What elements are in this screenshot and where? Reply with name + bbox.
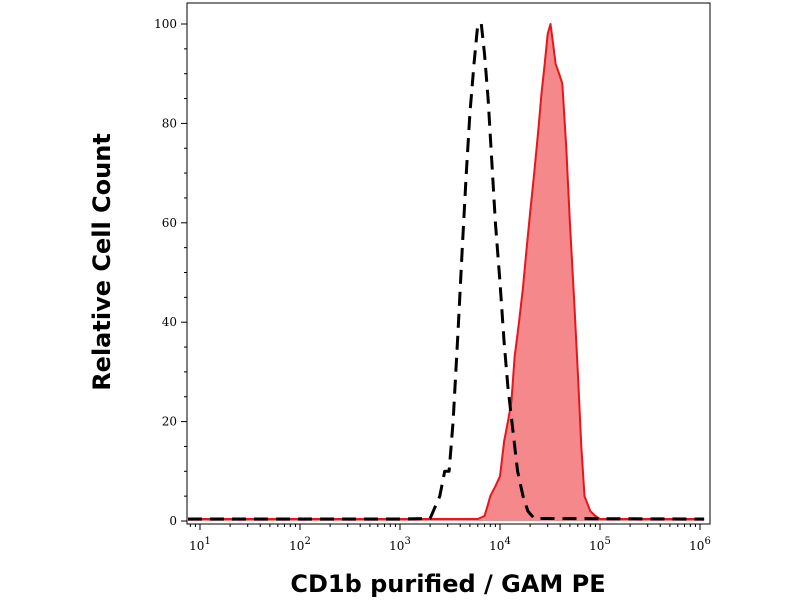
x-tick-label: 102 (289, 536, 311, 553)
y-tick-label: 80 (162, 116, 177, 130)
y-tick-label: 0 (169, 514, 177, 528)
series-layer (188, 22, 705, 521)
x-tick-label: 101 (189, 536, 211, 553)
y-tick-label: 40 (162, 315, 177, 329)
x-tick-label: 103 (389, 536, 411, 553)
tick-layer: 0 20 40 60 80 100 101 102 103 104 105 106 (154, 17, 711, 553)
y-axis-title: Relative Cell Count (88, 133, 116, 391)
y-tick-label: 20 (162, 415, 177, 429)
x-tick-label: 104 (489, 536, 511, 553)
series-fill-area (188, 24, 705, 521)
control-histogram-line (188, 22, 705, 521)
stained-histogram-line (188, 23, 705, 520)
x-axis-title: CD1b purified / GAM PE (290, 570, 605, 598)
x-tick-label: 105 (589, 536, 611, 553)
y-tick-label: 100 (154, 17, 177, 31)
plot-frame (186, 2, 711, 525)
y-tick-label: 60 (162, 216, 177, 230)
x-tick-label: 106 (689, 536, 711, 553)
